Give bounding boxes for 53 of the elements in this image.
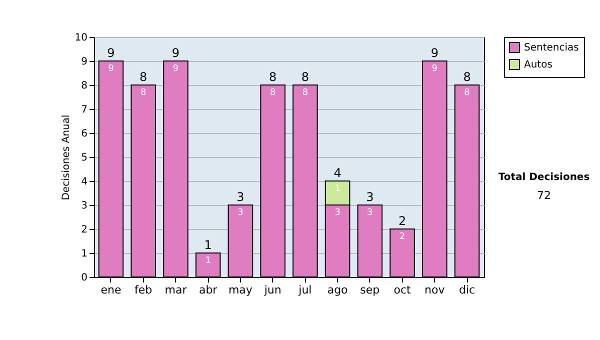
- y-axis-title: Decisiones Anual: [60, 114, 72, 200]
- legend-label: Autos: [524, 60, 552, 70]
- total-label: 8: [301, 70, 310, 84]
- x-tick-label: ago: [327, 284, 348, 296]
- y-tick-label: 10: [74, 32, 88, 44]
- total-label: 9: [172, 46, 180, 60]
- y-tick-label: 0: [81, 272, 88, 284]
- x-tick-label: sep: [360, 284, 380, 296]
- total-label: 2: [398, 214, 406, 228]
- y-tick-label: 1: [81, 248, 88, 260]
- data-label: 3: [367, 208, 373, 218]
- x-tick-label: jul: [298, 284, 312, 296]
- x-tick-label: ene: [100, 284, 122, 296]
- data-label: 8: [464, 88, 470, 98]
- y-tick-label: 2: [81, 224, 88, 236]
- data-label: 3: [238, 208, 244, 218]
- x-tick-label: feb: [134, 284, 152, 296]
- x-tick-label: may: [228, 284, 253, 296]
- y-tick-label: 8: [81, 80, 88, 92]
- legend-label: Sentencias: [524, 42, 579, 54]
- data-label: 9: [172, 64, 179, 74]
- text: Total Decisiones: [497, 172, 591, 183]
- data-label: 9: [432, 64, 438, 74]
- x-tick-label: dic: [458, 284, 476, 296]
- total-label: 3: [366, 190, 374, 204]
- data-label: 1: [205, 256, 211, 266]
- x-tick-label: mar: [164, 284, 188, 296]
- x-tick-label: nov: [424, 284, 446, 296]
- total-label: 9: [430, 46, 438, 60]
- text: 72: [536, 189, 552, 202]
- y-tick-label: 6: [81, 128, 88, 140]
- data-label: 8: [270, 88, 276, 98]
- total-label: 8: [268, 70, 277, 84]
- x-tick-label: abr: [198, 284, 218, 296]
- y-tick-label: 7: [81, 104, 88, 116]
- y-tick-label: 4: [81, 176, 88, 188]
- total-label: 4: [334, 166, 342, 180]
- total-label: 3: [236, 190, 244, 204]
- total-label: 8: [463, 70, 471, 84]
- x-tick-label: jun: [263, 284, 282, 296]
- data-label: 1: [334, 184, 340, 194]
- data-label: 2: [399, 232, 406, 242]
- y-tick-label: 9: [81, 56, 88, 68]
- data-label: 8: [302, 88, 308, 98]
- data-label: 8: [140, 88, 146, 98]
- y-tick-label: 5: [81, 152, 88, 164]
- total-label: 1: [204, 238, 212, 252]
- y-tick-label: 3: [81, 200, 88, 212]
- data-label: 3: [334, 208, 340, 218]
- data-label: 9: [108, 64, 114, 74]
- x-tick-label: oct: [394, 284, 412, 296]
- total-label: 8: [140, 70, 148, 84]
- total-label: 9: [107, 46, 115, 60]
